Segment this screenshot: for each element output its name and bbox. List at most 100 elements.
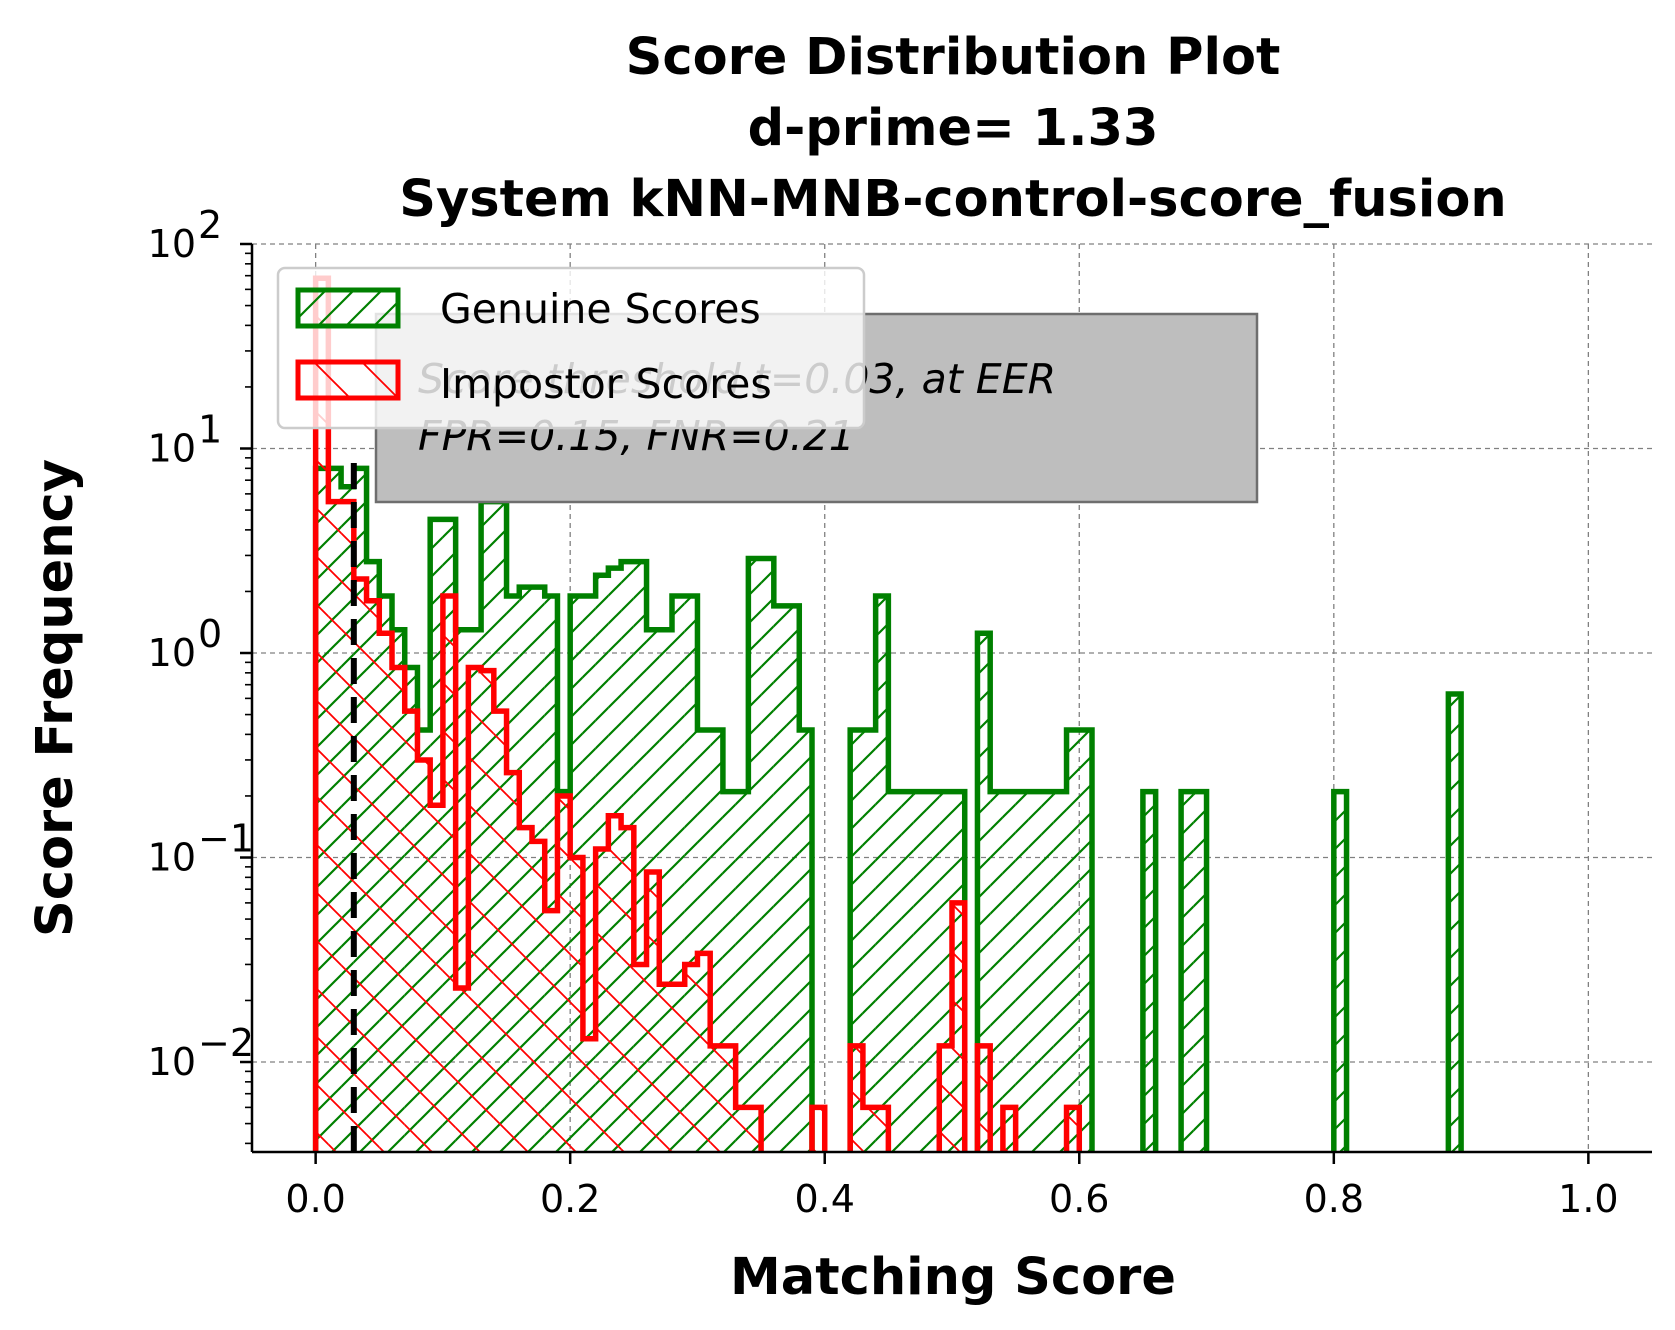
histogram-bar bbox=[761, 558, 774, 1152]
histogram-bar bbox=[582, 596, 596, 1152]
histogram-bar bbox=[1193, 791, 1207, 1152]
x-tick-label: 0.2 bbox=[540, 1177, 600, 1221]
chart-title-line-1: Score Distribution Plot bbox=[626, 28, 1281, 87]
histogram-bar bbox=[621, 827, 634, 1152]
legend-swatch-genuine bbox=[295, 287, 401, 329]
legend-swatch-impostor bbox=[295, 359, 401, 401]
histogram-bar bbox=[1066, 730, 1080, 1152]
histogram-bar bbox=[506, 772, 520, 1152]
histogram-bar bbox=[646, 871, 660, 1152]
legend-frame bbox=[276, 266, 866, 430]
histogram-bar bbox=[455, 988, 469, 1152]
y-tick-label: 10 bbox=[148, 1040, 196, 1084]
histogram-bar bbox=[519, 827, 532, 1152]
histogram-bar bbox=[735, 791, 749, 1152]
histogram-outline bbox=[1445, 691, 1464, 1152]
histogram-bar bbox=[862, 1107, 876, 1152]
x-tick-label: 0.0 bbox=[285, 1177, 345, 1221]
y-axis-label: Score Frequency bbox=[26, 459, 85, 937]
histogram-bar bbox=[468, 667, 482, 1152]
histogram-bar bbox=[888, 791, 902, 1152]
histogram-bar bbox=[735, 1107, 749, 1152]
legend-label-impostor: Impostor Scores bbox=[440, 360, 772, 408]
histogram-bar bbox=[1448, 694, 1462, 1152]
legend: Genuine Scores Impostor Scores bbox=[276, 266, 866, 430]
histogram-bar bbox=[595, 849, 609, 1152]
histogram-bar bbox=[977, 633, 991, 1152]
x-tick-label: 0.4 bbox=[795, 1177, 855, 1221]
histogram-bar bbox=[977, 1045, 991, 1152]
histogram-bar bbox=[315, 278, 329, 1152]
chart-title-line-3: System kNN-MNB-control-score_fusion bbox=[399, 170, 1506, 229]
y-tick-exponent: −2 bbox=[198, 1021, 254, 1065]
histogram-bar bbox=[990, 791, 1003, 1152]
histogram-bar bbox=[1079, 730, 1092, 1152]
y-tick-exponent: 1 bbox=[198, 408, 222, 452]
histogram-bar bbox=[557, 795, 571, 1152]
histogram-bar bbox=[697, 953, 711, 1152]
histogram-bar bbox=[366, 600, 380, 1152]
histogram-bar bbox=[1181, 791, 1194, 1152]
histogram-bar bbox=[1028, 791, 1042, 1152]
histogram-bar bbox=[493, 711, 507, 1152]
histogram-outline bbox=[1140, 788, 1159, 1152]
histogram-bar bbox=[850, 1045, 863, 1152]
histogram-bar bbox=[633, 964, 647, 1152]
histogram-bar bbox=[608, 815, 622, 1152]
y-tick-label: 10 bbox=[148, 631, 196, 675]
histogram-bar bbox=[939, 1045, 952, 1152]
y-tick-exponent: 0 bbox=[198, 612, 222, 656]
histogram-bar bbox=[392, 667, 405, 1152]
histogram-bar bbox=[1041, 791, 1054, 1152]
histogram-bar bbox=[430, 805, 443, 1152]
x-tick-label: 1.0 bbox=[1558, 1177, 1618, 1221]
histogram-bars bbox=[312, 275, 1464, 1152]
histogram-bar bbox=[1053, 791, 1067, 1152]
histogram-bar bbox=[773, 605, 787, 1152]
histogram-outline bbox=[312, 275, 1083, 1152]
x-tick-label: 0.8 bbox=[1304, 1177, 1364, 1221]
histogram-bar bbox=[710, 1045, 723, 1152]
histogram-bar bbox=[532, 841, 545, 1152]
x-tick-label: 0.6 bbox=[1049, 1177, 1109, 1221]
chart-title-line-2: d-prime= 1.33 bbox=[748, 99, 1159, 158]
histogram-bar bbox=[442, 596, 456, 1152]
histogram-bar bbox=[786, 605, 800, 1152]
histogram-bar bbox=[1002, 1107, 1016, 1152]
histogram-bar bbox=[672, 984, 685, 1152]
histogram-bar bbox=[570, 857, 583, 1152]
histogram-bar bbox=[862, 730, 876, 1152]
histogram-outline bbox=[1331, 788, 1350, 1152]
histogram-bar bbox=[341, 501, 354, 1152]
y-tick-label: 10 bbox=[148, 222, 196, 266]
x-axis-label: Matching Score bbox=[730, 1248, 1176, 1307]
histogram-bar bbox=[1066, 1107, 1080, 1152]
histogram-bar bbox=[748, 1107, 762, 1152]
histogram-bar bbox=[901, 791, 914, 1152]
histogram-bar bbox=[722, 1045, 736, 1152]
histogram-bar bbox=[328, 501, 342, 1152]
histogram-bar bbox=[481, 670, 494, 1152]
histogram-bar bbox=[926, 791, 940, 1152]
histogram-bar bbox=[684, 964, 698, 1152]
histogram-bar bbox=[1333, 791, 1347, 1152]
y-tick-exponent: −1 bbox=[198, 817, 254, 861]
histogram-bar bbox=[1015, 791, 1029, 1152]
histogram-outline bbox=[312, 465, 1095, 1152]
histogram-bar bbox=[875, 1107, 889, 1152]
histogram-outline bbox=[1178, 788, 1210, 1152]
histogram-bar bbox=[799, 730, 812, 1152]
histogram-bar bbox=[748, 558, 762, 1152]
legend-label-genuine: Genuine Scores bbox=[440, 285, 761, 333]
histogram-bar bbox=[659, 984, 672, 1152]
histogram-bar bbox=[913, 791, 927, 1152]
series-impostor-scores bbox=[312, 275, 1083, 1152]
histogram-bar bbox=[582, 1038, 596, 1152]
x-axis-ticks: 0.0 0.2 0.4 0.6 0.8 1.0 bbox=[285, 1152, 1619, 1221]
histogram-bar bbox=[1142, 791, 1156, 1152]
histogram-bar bbox=[875, 596, 889, 1152]
histogram-bar bbox=[952, 902, 965, 1152]
y-tick-label: 10 bbox=[148, 427, 196, 471]
